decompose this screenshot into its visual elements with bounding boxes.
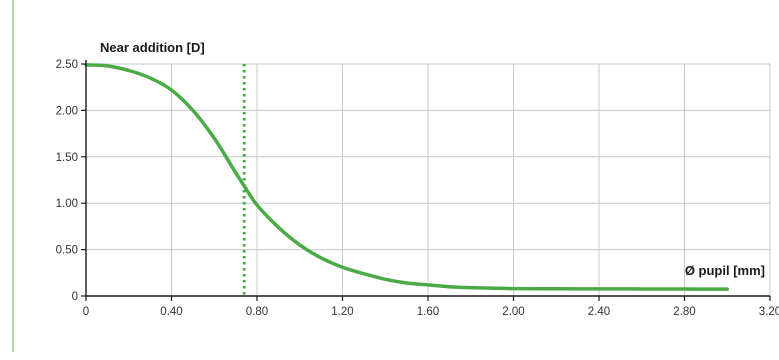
horizontal-gridlines <box>86 63 770 251</box>
x-axis-title: Ø pupil [mm] <box>685 263 765 278</box>
y-tick-label: 0.50 <box>56 245 78 257</box>
x-tick-label: 3.20 <box>759 306 779 318</box>
y-tick-label: 1.50 <box>56 152 78 164</box>
series-line <box>84 63 729 291</box>
x-tick-label: 2.00 <box>502 306 524 318</box>
x-tick-label: 2.40 <box>588 306 610 318</box>
y-tick-label: 1.00 <box>56 198 78 210</box>
x-tick-label: 1.60 <box>417 306 439 318</box>
series-group <box>84 63 729 291</box>
y-tick-label: 2.50 <box>56 59 78 71</box>
x-tick-label: 2.80 <box>673 306 695 318</box>
x-tick-label: 1.20 <box>331 306 353 318</box>
y-tick-label: 0 <box>72 291 78 303</box>
x-tick-label: 0 <box>83 306 89 318</box>
y-tick-label: 2.00 <box>56 105 78 117</box>
x-tick-label: 0.40 <box>160 306 182 318</box>
y-axis-ticks: 0 0.50 1.00 1.50 2.00 2.50 <box>56 59 86 303</box>
y-axis-title: Near addition [D] <box>100 40 205 55</box>
x-axis-ticks: 0 0.40 0.80 1.20 1.60 2.00 2.40 2.80 3.20 <box>83 296 779 318</box>
x-tick-label: 0.80 <box>246 306 268 318</box>
vertical-gridlines <box>171 64 771 296</box>
